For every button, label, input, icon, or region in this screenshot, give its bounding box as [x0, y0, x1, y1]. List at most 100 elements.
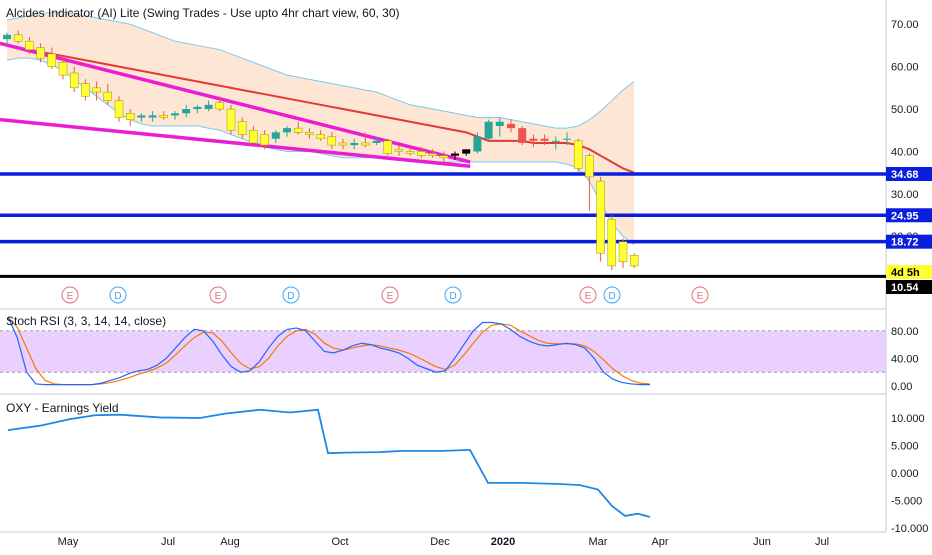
candle-body — [473, 136, 482, 152]
price-axis-label-bg — [886, 167, 932, 181]
signal-candle-highlight — [338, 142, 348, 146]
candle-body — [551, 140, 560, 142]
price-axis-label: 18.72 — [891, 237, 919, 249]
ey-y-tick-label: 0.000 — [891, 468, 919, 480]
signal-candle-highlight — [596, 180, 605, 254]
wedge-trendline-lower — [0, 117, 471, 169]
x-axis-label: Jul — [161, 536, 175, 548]
candle-body — [137, 115, 146, 118]
price-axis-label-bg — [886, 234, 932, 249]
event-marker-earnings — [61, 286, 79, 304]
signal-candle-highlight — [405, 151, 415, 154]
x-axis-label: 2020 — [491, 536, 515, 548]
signal-candle-highlight — [92, 87, 101, 93]
main-y-tick-label: 60.00 — [891, 62, 919, 74]
candle-body — [350, 142, 359, 146]
signal-candle-highlight — [237, 121, 247, 135]
candle-body — [529, 138, 538, 141]
event-marker-label: E — [697, 291, 704, 302]
signal-candle-highlight — [47, 53, 57, 67]
signal-candle-highlight — [629, 255, 639, 267]
signal-candle-highlight — [103, 91, 113, 101]
candle-body — [204, 104, 213, 110]
rsi-y-tick-label: 40.00 — [891, 353, 919, 365]
main-y-tick-label: 50.00 — [891, 104, 919, 116]
candle-body — [540, 138, 549, 141]
event-marker-earnings — [691, 286, 709, 304]
signal-candle-highlight — [58, 62, 68, 76]
main-y-tick-label: 30.00 — [891, 189, 919, 201]
candle-body — [563, 138, 571, 140]
signal-candle-highlight — [69, 72, 79, 89]
rsi-band — [0, 330, 886, 373]
band-lower-line — [6, 57, 635, 246]
price-axis-label-bg — [886, 208, 932, 223]
event-marker-dividend — [109, 286, 127, 304]
candle-body — [462, 149, 471, 154]
rsi-pane-title: Stoch RSI (3, 3, 14, 14, close) — [6, 314, 167, 328]
candle-body — [193, 106, 202, 110]
ey-y-tick-label: 5.000 — [891, 441, 919, 453]
signal-candle-highlight — [439, 155, 449, 159]
signal-candle-highlight — [293, 127, 303, 133]
candle-body — [451, 153, 459, 156]
x-axis-label: May — [58, 536, 79, 548]
x-axis-label: Dec — [430, 536, 450, 548]
ey-y-tick-label: 10.000 — [891, 413, 925, 425]
signal-candle-highlight — [383, 140, 393, 154]
signal-candle-highlight — [249, 129, 258, 144]
band-upper-line — [6, 11, 635, 129]
price-axis-label: 10.54 — [891, 282, 919, 294]
ey-y-tick-label: -10.000 — [891, 523, 928, 535]
signal-candle-highlight — [607, 219, 617, 267]
event-marker-label: D — [608, 291, 615, 302]
event-marker-label: E — [67, 291, 74, 302]
signal-candle-highlight — [114, 100, 124, 118]
event-marker-label: D — [449, 291, 456, 302]
price-axis-label-bg — [886, 280, 932, 294]
signal-candle-highlight — [585, 155, 594, 178]
main-y-tick-label: 70.00 — [891, 19, 919, 31]
signal-candle-highlight — [428, 153, 437, 156]
signal-candle-highlight — [13, 34, 23, 42]
event-marker-dividend — [603, 286, 621, 304]
x-axis-label: Aug — [220, 536, 240, 548]
candle-body — [148, 115, 157, 118]
price-axis-label: 24.95 — [891, 210, 919, 222]
candle-body — [283, 128, 291, 133]
candle-body — [507, 123, 515, 129]
price-axis-label: 4d 5h — [891, 267, 920, 279]
candle-body — [518, 128, 527, 143]
band-fill — [7, 12, 635, 245]
candle-body — [484, 121, 493, 139]
main-y-tick-label: 40.00 — [891, 146, 919, 158]
event-marker-label: E — [585, 291, 592, 302]
signal-candle-highlight — [215, 102, 225, 110]
ey-y-tick-label: -5.000 — [891, 496, 922, 508]
signal-candle-highlight — [573, 140, 583, 169]
event-marker-dividend — [282, 286, 300, 304]
price-axis-label: 34.68 — [891, 169, 919, 181]
rsi-y-tick-label: 80.00 — [891, 326, 919, 338]
x-axis-label: Oct — [331, 536, 348, 548]
signal-candle-highlight — [125, 113, 135, 120]
event-marker-dividend — [444, 286, 462, 304]
event-marker-earnings — [579, 286, 597, 304]
event-marker-earnings — [209, 286, 227, 304]
event-marker-label: D — [287, 291, 294, 302]
signal-candle-highlight — [417, 151, 426, 156]
event-marker-label: D — [114, 291, 121, 302]
event-marker-label: E — [387, 291, 394, 302]
signal-candle-highlight — [260, 134, 269, 146]
signal-candle-highlight — [305, 132, 314, 135]
signal-candle-highlight — [226, 108, 236, 131]
main-pane-title: Alcides Indicator (AI) Lite (Swing Trade… — [6, 6, 400, 20]
signal-candle-highlight — [361, 142, 370, 146]
x-axis-label: Apr — [651, 536, 668, 548]
event-marker-label: E — [215, 291, 222, 302]
signal-candle-highlight — [25, 40, 34, 50]
ey-pane-title: OXY - Earnings Yield — [6, 401, 119, 415]
signal-candle-highlight — [159, 115, 169, 118]
